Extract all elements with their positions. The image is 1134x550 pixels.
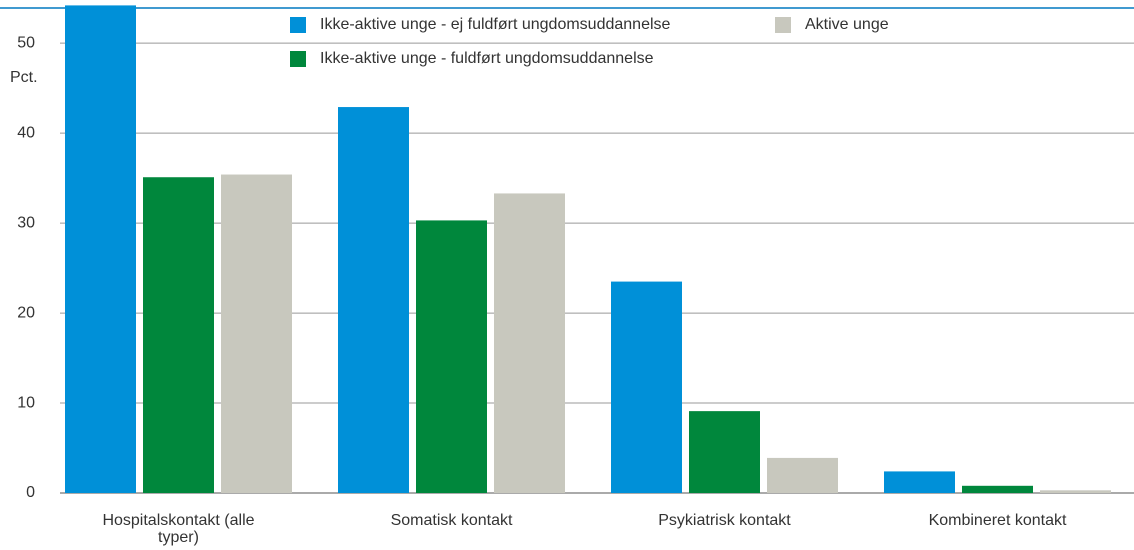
y-tick-label: 10 <box>17 394 35 411</box>
x-tick-label: Somatisk kontakt <box>390 512 513 529</box>
bar <box>611 281 682 493</box>
y-tick-label: 30 <box>17 214 35 231</box>
y-tick-label: 0 <box>26 484 35 501</box>
bar <box>962 485 1033 493</box>
bar <box>1040 490 1111 493</box>
bar <box>494 193 565 493</box>
bar <box>884 471 955 493</box>
bar <box>338 107 409 493</box>
legend-swatch <box>775 17 791 33</box>
x-tick-label: Hospitalskontakt (alle typer) <box>102 512 255 546</box>
y-tick-label: 20 <box>17 304 35 321</box>
bar <box>143 177 214 494</box>
legend-swatch <box>290 51 306 67</box>
bar <box>221 174 292 494</box>
legend-label: Ikke-aktive unge - fuldført ungdomsuddan… <box>320 50 654 67</box>
bar <box>689 411 760 493</box>
x-tick-label: Psykiatrisk kontakt <box>658 512 791 529</box>
x-tick-label: Kombineret kontakt <box>928 512 1067 529</box>
legend-label: Aktive unge <box>805 16 889 33</box>
legend-swatch <box>290 17 306 33</box>
y-tick-label: 50 <box>17 34 35 51</box>
bar <box>65 5 136 494</box>
bar <box>767 457 838 493</box>
bar <box>416 220 487 493</box>
y-axis-label: Pct. <box>10 69 38 86</box>
y-tick-label: 40 <box>17 124 35 141</box>
legend-label: Ikke-aktive unge - ej fuldført ungdomsud… <box>320 16 671 33</box>
